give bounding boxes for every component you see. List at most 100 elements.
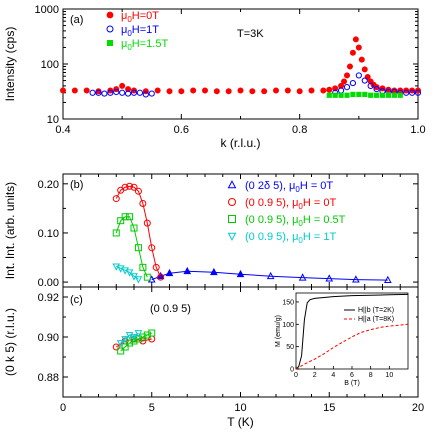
data-point: [190, 87, 197, 94]
data-point: [112, 343, 120, 351]
series-line: [120, 332, 152, 352]
data-point: [112, 229, 120, 237]
data-point: [157, 273, 165, 281]
legend-entry: (0 0.9 5), μ0H = 0.5T: [245, 214, 346, 228]
legend-entry-main: (0 0.9 5), μ: [245, 231, 298, 243]
data-point: [178, 88, 185, 95]
data-point: [210, 267, 218, 276]
legend-marker: [228, 215, 236, 223]
data-point: [391, 92, 397, 98]
legend-marker: [227, 180, 237, 189]
panel-label: (c): [70, 294, 83, 306]
data-point: [362, 91, 368, 98]
data-point: [183, 266, 192, 275]
data-point: [148, 90, 155, 97]
legend-entry-main: μ: [121, 38, 127, 50]
panel-c: 0 5 10 15 200.880.900.92T (K)(0 k 5) (r.l.u.…: [3, 286, 424, 429]
legend-entry-sub: 0: [127, 15, 132, 24]
y-tick-label: 10: [47, 114, 59, 126]
legend-entry: μ0H=1T: [121, 24, 159, 38]
data-point: [298, 273, 307, 281]
legend-entry-main: (0 2δ 5), μ: [245, 180, 295, 192]
data-point: [139, 333, 147, 341]
data-point: [349, 49, 356, 56]
data-point: [308, 87, 315, 94]
panel-a: 0.4 0.6 0.8 1.0 10 100 1000 k (r.l.u.) Intensity…: [3, 4, 426, 150]
y-tick-label: 1000: [35, 4, 59, 16]
inset-frame: [295, 292, 409, 370]
data-point: [320, 87, 327, 94]
inset-x-tick-label: 10: [385, 372, 393, 379]
legend-entry-rest: H = 1T: [303, 231, 337, 243]
data-point: [332, 92, 338, 98]
data-point: [383, 275, 392, 284]
legend-entry-rest: H=1.5T: [132, 38, 169, 50]
data-point: [125, 86, 132, 93]
data-point: [373, 84, 380, 91]
inset-legend-entry: H||a (T=8K): [358, 316, 394, 323]
legend-entry-rest: H = 0.5T: [303, 214, 346, 226]
panel-label: (b): [70, 179, 83, 191]
data-point: [156, 271, 165, 280]
legend-entry-sub: 0: [298, 236, 303, 245]
data-point: [112, 195, 120, 203]
x-tick-label: 15: [323, 402, 335, 414]
data-point: [143, 331, 151, 339]
legend-entry-main: μ: [121, 10, 127, 22]
legend-marker: [228, 198, 236, 206]
data-point: [343, 72, 350, 79]
legend-entry-sub: 0: [298, 219, 303, 228]
legend-entry-main: (0 0.9 5), μ: [245, 197, 298, 209]
data-point: [136, 89, 144, 96]
data-point: [349, 79, 357, 87]
legend-entry: (0 2δ 5), μ0H = 0T: [245, 180, 333, 194]
x-axis-label: k (r.l.u.): [220, 136, 260, 150]
data-point: [352, 275, 360, 283]
legend-entry-sub: 0: [295, 185, 300, 194]
data-point: [201, 87, 208, 94]
data-point: [385, 92, 392, 98]
data-point: [126, 213, 134, 221]
data-point: [397, 92, 403, 98]
data-point: [119, 82, 126, 89]
data-point: [134, 330, 143, 338]
y-tick-label: 100: [41, 59, 59, 71]
data-point: [83, 87, 90, 94]
data-point: [367, 82, 374, 89]
data-point: [358, 56, 365, 63]
data-point: [236, 269, 245, 278]
legend-entry-rest: H = 0T: [303, 197, 337, 209]
data-point: [139, 199, 147, 207]
data-point: [325, 274, 334, 282]
data-point: [121, 183, 129, 191]
legend-marker: [106, 25, 114, 33]
inset-legend-entry: H||b (T=2K): [358, 307, 394, 314]
inset-x-tick-label: 8: [369, 372, 373, 379]
data-point: [117, 217, 125, 225]
inset-x-tick-label: 2: [313, 372, 317, 379]
data-point: [414, 89, 422, 96]
data-point: [266, 271, 275, 280]
data-point: [284, 87, 291, 94]
legend-entry-sub: 0: [298, 202, 303, 211]
data-point: [350, 91, 356, 98]
x-tick-label: 1.0: [410, 124, 425, 136]
data-point: [361, 66, 368, 73]
inset-y-tick-label: 100: [282, 322, 294, 329]
data-point: [166, 88, 173, 95]
x-tick-label: 10: [234, 402, 246, 414]
data-point: [126, 339, 134, 347]
inset-x-axis-label: B (T): [344, 380, 360, 387]
series-line: [115, 185, 162, 278]
data-point: [71, 87, 78, 94]
data-point: [332, 85, 339, 92]
legend-entry-rest: H = 0T: [300, 180, 334, 192]
legend-marker: [106, 11, 114, 19]
legend-entry: μ0H=1.5T: [121, 38, 168, 52]
data-point: [89, 89, 96, 96]
data-point: [142, 91, 149, 98]
data-point: [139, 337, 147, 345]
legend-entry-main: (0 0.9 5), μ: [245, 214, 298, 226]
data-point: [148, 329, 156, 337]
